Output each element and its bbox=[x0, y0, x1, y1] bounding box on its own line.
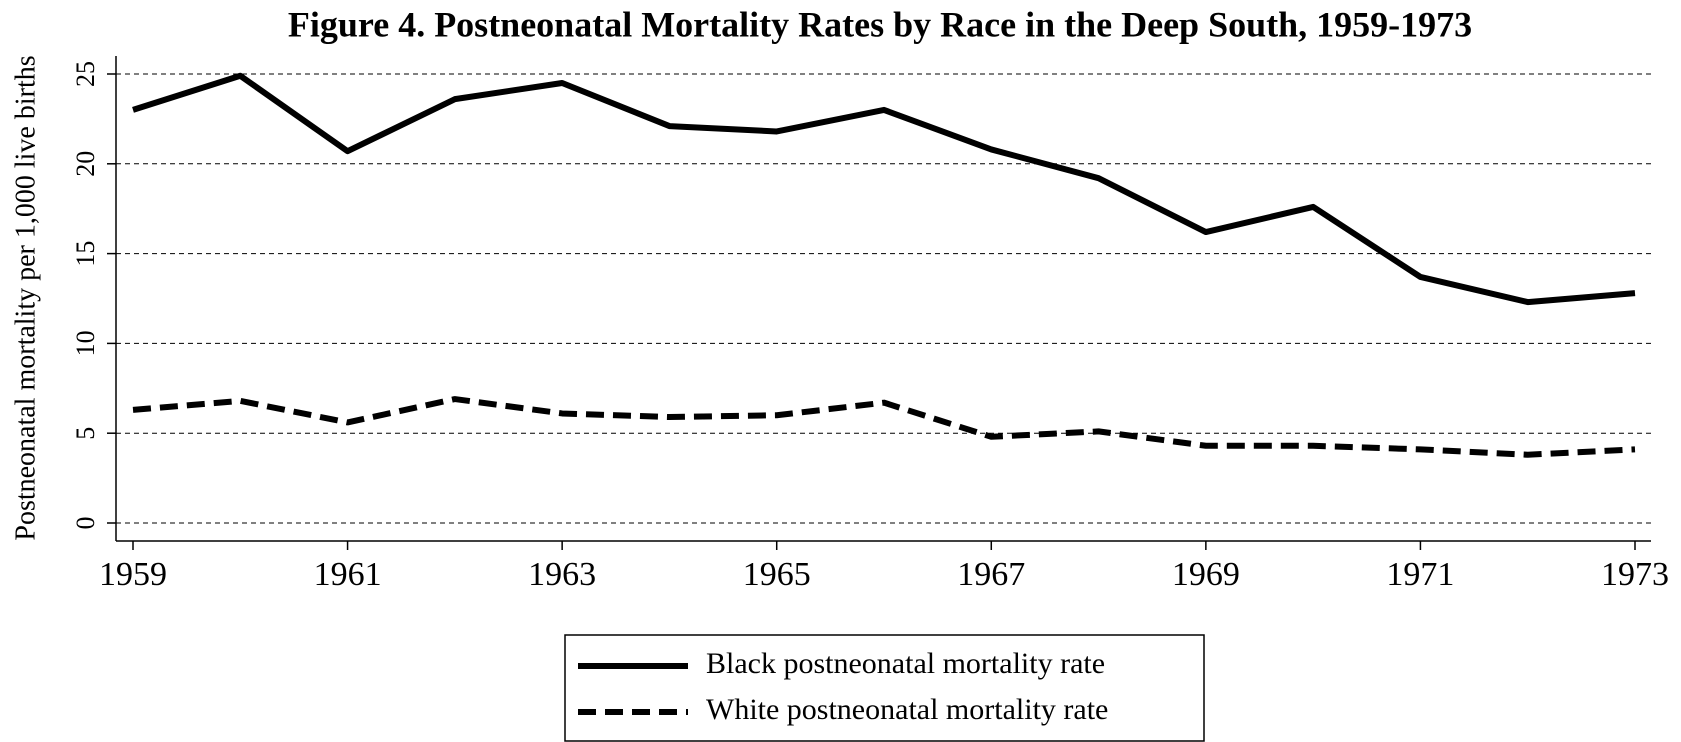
data-line bbox=[132, 72, 1636, 306]
y-tick-label: 10 bbox=[71, 330, 100, 356]
data-line bbox=[132, 396, 1636, 458]
x-tick-label: 1961 bbox=[314, 556, 382, 593]
chart-title: Figure 4. Postneonatal Mortality Rates b… bbox=[288, 4, 1472, 44]
y-tick-label: 0 bbox=[71, 517, 100, 530]
legend-box bbox=[564, 634, 1205, 742]
y-tick-label: 5 bbox=[71, 427, 100, 440]
y-tick-label: 25 bbox=[71, 61, 100, 87]
x-tick-label: 1967 bbox=[957, 556, 1025, 593]
x-tick-label: 1973 bbox=[1601, 556, 1669, 593]
x-tick-label: 1971 bbox=[1386, 556, 1454, 593]
y-tick-label: 15 bbox=[71, 241, 100, 267]
y-axis-label: Postneonatal mortality per 1,000 live bi… bbox=[10, 55, 41, 540]
legend-label: Black postneonatal mortality rate bbox=[706, 647, 1105, 680]
y-tick-label: 20 bbox=[71, 151, 100, 177]
x-tick-label: 1959 bbox=[99, 556, 167, 593]
x-tick-label: 1969 bbox=[1172, 556, 1240, 593]
x-tick-label: 1965 bbox=[743, 556, 811, 593]
x-tick-label: 1963 bbox=[528, 556, 596, 593]
legend-label: White postneonatal mortality rate bbox=[706, 693, 1108, 726]
